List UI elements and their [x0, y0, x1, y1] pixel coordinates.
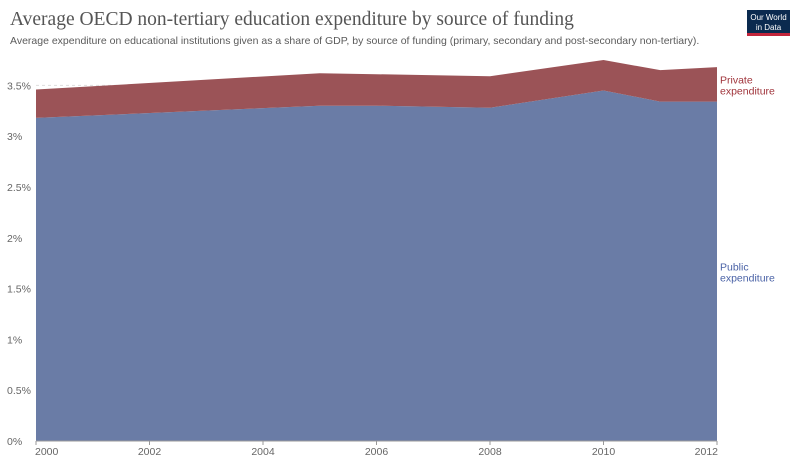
chart-title: Average OECD non-tertiary education expe… — [10, 9, 574, 30]
public-expenditure-label: expenditure — [720, 272, 775, 284]
x-tick-label: 2000 — [35, 446, 59, 458]
y-tick-label: 2.5% — [7, 182, 31, 194]
chart-subtitle: Average expenditure on educational insti… — [10, 35, 700, 47]
y-tick-label: 1.5% — [7, 284, 31, 296]
x-tick-label: 2010 — [592, 446, 616, 458]
owid-logo[interactable]: Our World in Data — [747, 10, 790, 36]
y-tick-label: 0.5% — [7, 385, 31, 397]
x-tick-label: 2006 — [365, 446, 389, 458]
public-expenditure-area — [36, 90, 717, 441]
y-tick-label: 0% — [7, 436, 22, 448]
x-tick-label: 2002 — [138, 446, 162, 458]
y-tick-label: 2% — [7, 233, 22, 245]
private-expenditure-label: expenditure — [720, 85, 775, 97]
x-tick-label: 2012 — [695, 446, 719, 458]
y-tick-label: 1% — [7, 334, 22, 346]
y-tick-label: 3.5% — [7, 80, 31, 92]
logo-line-2: in Data — [755, 22, 782, 32]
logo-line-1: Our World — [750, 13, 787, 22]
public-expenditure-label: Public — [720, 261, 749, 273]
y-tick-label: 3% — [7, 131, 22, 143]
private-expenditure-label: Private — [720, 74, 753, 86]
x-tick-label: 2004 — [251, 446, 275, 458]
private-expenditure-area — [36, 60, 717, 118]
x-tick-label: 2008 — [478, 446, 502, 458]
